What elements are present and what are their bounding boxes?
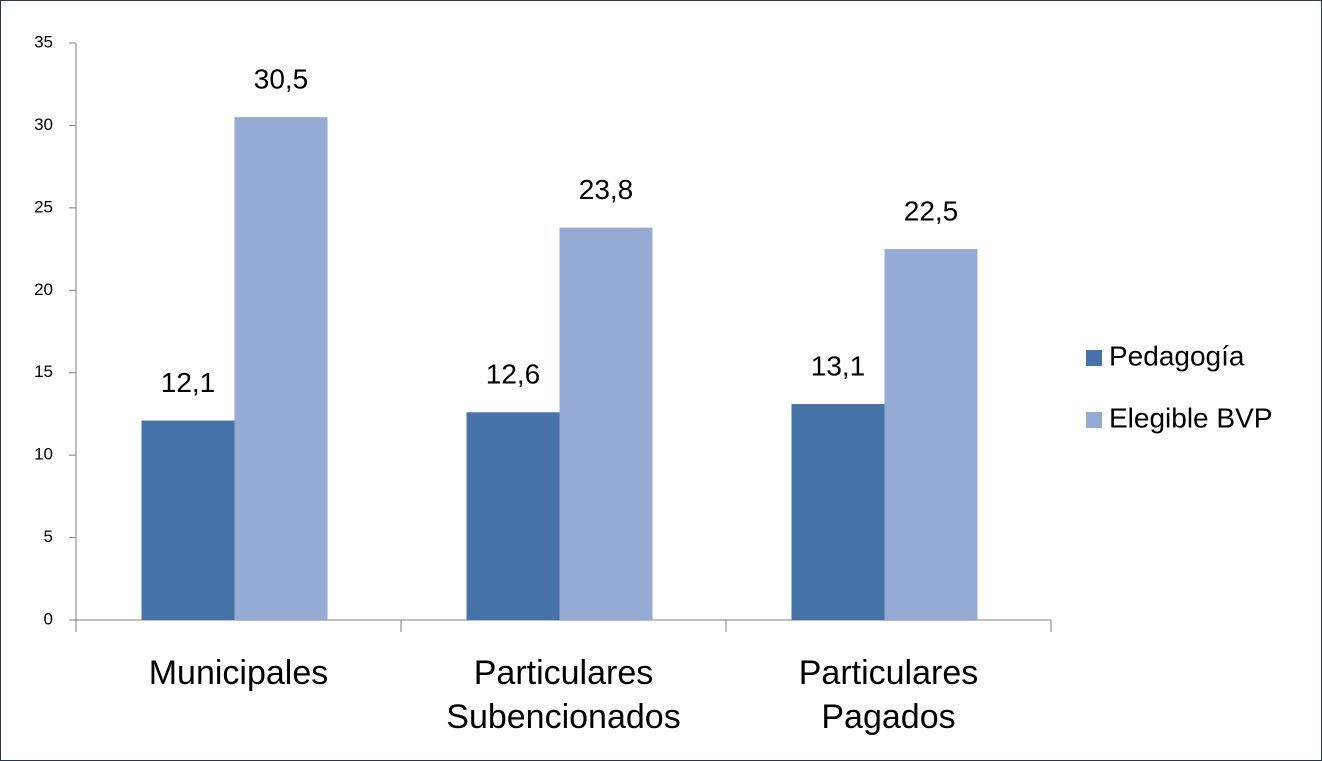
y-tick-label: 10 <box>34 445 53 464</box>
legend-label: Elegible BVP <box>1109 402 1272 433</box>
value-label: 12,6 <box>486 359 541 390</box>
y-tick-label: 35 <box>34 32 53 51</box>
y-tick-label: 15 <box>34 362 53 381</box>
legend-label: Pedagogía <box>1109 340 1245 371</box>
bar <box>234 117 328 620</box>
bar <box>791 404 885 620</box>
bar <box>141 420 235 620</box>
bar <box>884 249 978 621</box>
x-tick-label: Particulares Pagados <box>798 654 979 736</box>
value-label: 22,5 <box>904 195 959 226</box>
bar <box>559 227 653 620</box>
x-tick-label: Particulares Subencionados <box>446 654 681 736</box>
y-tick-label: 25 <box>34 197 53 216</box>
value-label: 23,8 <box>579 174 634 205</box>
y-tick-label: 30 <box>34 115 53 134</box>
value-label: 12,1 <box>161 367 216 398</box>
y-tick-label: 20 <box>34 280 53 299</box>
x-tick-label: Municipales <box>148 654 329 692</box>
value-label: 13,1 <box>811 350 866 381</box>
y-tick-label: 5 <box>44 527 53 546</box>
value-label: 30,5 <box>254 64 309 95</box>
bar <box>466 412 560 620</box>
y-tick-label: 0 <box>44 609 53 628</box>
legend-swatch <box>1086 350 1102 366</box>
legend-swatch <box>1086 412 1102 428</box>
